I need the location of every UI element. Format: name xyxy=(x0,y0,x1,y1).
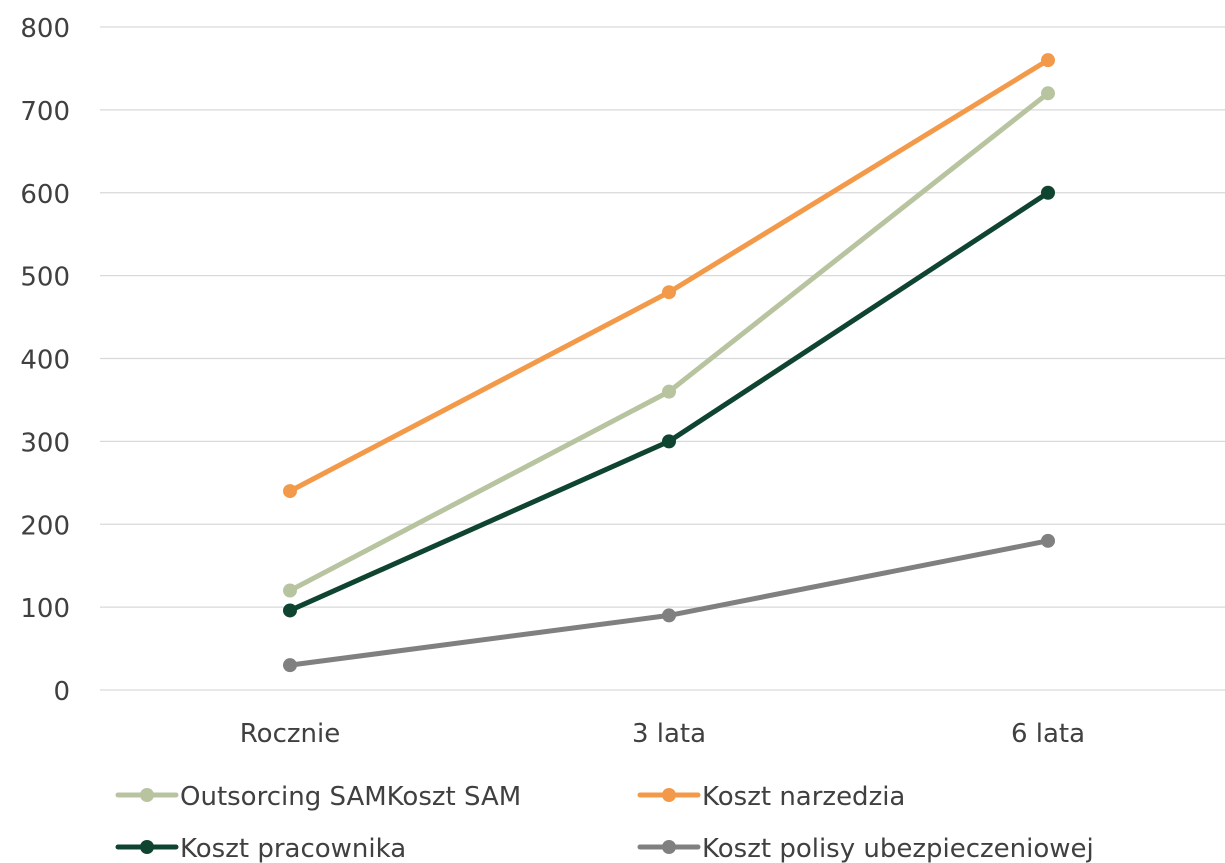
legend-item: Outsorcing SAMKoszt SAM xyxy=(115,782,521,812)
x-tick-label: 6 lata xyxy=(1011,719,1085,749)
y-axis-tick-labels: 0 100 200 300 400 500 600 700 800 xyxy=(20,14,70,707)
gridlines xyxy=(100,26,1225,691)
data-point xyxy=(662,434,676,449)
legend-swatch-marker xyxy=(140,788,154,802)
data-point xyxy=(283,583,297,598)
y-tick-label: 500 xyxy=(20,263,70,293)
y-tick-label: 100 xyxy=(20,594,70,624)
data-point xyxy=(283,603,297,618)
data-point xyxy=(662,384,676,399)
legend-swatch-marker xyxy=(662,840,676,854)
legend: Outsorcing SAMKoszt SAM Koszt narzedzia Ko… xyxy=(115,782,1094,863)
series-3 xyxy=(283,185,1055,618)
legend-label: Koszt narzedzia xyxy=(702,782,905,812)
data-point xyxy=(1041,86,1055,101)
y-tick-label: 200 xyxy=(20,511,70,541)
series-2 xyxy=(283,53,1055,499)
legend-item: Koszt polisy ubezpieczeniowej xyxy=(637,834,1094,863)
data-point xyxy=(1041,533,1055,548)
legend-label: Koszt polisy ubezpieczeniowej xyxy=(702,834,1094,863)
legend-item: Koszt narzedzia xyxy=(637,782,905,812)
legend-label: Koszt pracownika xyxy=(180,834,406,863)
y-tick-label: 600 xyxy=(20,180,70,210)
data-point xyxy=(662,608,676,623)
y-tick-label: 700 xyxy=(20,97,70,127)
legend-item: Koszt pracownika xyxy=(115,834,406,863)
y-tick-label: 800 xyxy=(20,14,70,44)
y-tick-label: 400 xyxy=(20,346,70,376)
data-point xyxy=(662,285,676,300)
legend-swatch-marker xyxy=(140,840,154,854)
data-point xyxy=(1041,53,1055,68)
data-point xyxy=(283,658,297,673)
data-point xyxy=(1041,185,1055,200)
y-tick-label: 0 xyxy=(53,677,70,707)
legend-label: Outsorcing SAMKoszt SAM xyxy=(180,782,521,812)
x-tick-label: 3 lata xyxy=(632,719,706,749)
x-tick-label: Rocznie xyxy=(240,719,340,749)
x-axis-tick-labels: Rocznie 3 lata 6 lata xyxy=(240,719,1085,749)
legend-swatch-marker xyxy=(662,788,676,802)
series-1 xyxy=(283,86,1055,598)
series-line xyxy=(287,90,1051,594)
series-line xyxy=(287,190,1051,613)
series-4 xyxy=(283,533,1055,673)
series-lines xyxy=(283,53,1055,673)
y-tick-label: 300 xyxy=(20,428,70,458)
data-point xyxy=(283,484,297,499)
